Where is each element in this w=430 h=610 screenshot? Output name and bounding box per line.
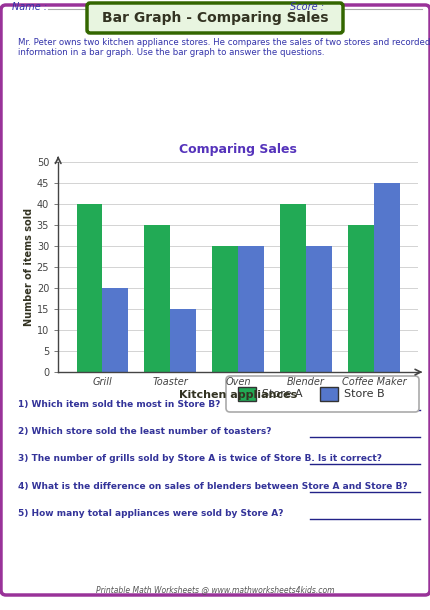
- Bar: [212, 246, 237, 372]
- FancyBboxPatch shape: [225, 376, 418, 412]
- Bar: [237, 246, 263, 372]
- Bar: [144, 224, 170, 372]
- Bar: [102, 288, 128, 372]
- Title: Comparing Sales: Comparing Sales: [179, 143, 296, 156]
- Bar: [170, 309, 196, 372]
- Text: information in a bar graph. Use the bar graph to answer the questions.: information in a bar graph. Use the bar …: [18, 48, 324, 57]
- Text: Name :: Name :: [12, 2, 50, 12]
- FancyBboxPatch shape: [237, 387, 255, 401]
- Y-axis label: Number of items sold: Number of items sold: [24, 208, 34, 326]
- Text: 4) What is the difference on sales of blenders between Store A and Store B?: 4) What is the difference on sales of bl…: [18, 482, 407, 491]
- Bar: [305, 246, 331, 372]
- Bar: [280, 204, 305, 372]
- FancyBboxPatch shape: [1, 5, 429, 595]
- Text: Printable Math Worksheets @ www.mathworksheets4kids.com: Printable Math Worksheets @ www.mathwork…: [95, 585, 334, 594]
- Text: 1) Which item sold the most in Store B?: 1) Which item sold the most in Store B?: [18, 400, 220, 409]
- FancyBboxPatch shape: [87, 3, 342, 33]
- Text: 2) Which store sold the least number of toasters?: 2) Which store sold the least number of …: [18, 427, 271, 436]
- Text: Store B: Store B: [343, 389, 384, 399]
- Text: Store A: Store A: [261, 389, 302, 399]
- Text: Score :: Score :: [289, 2, 326, 12]
- X-axis label: Kitchen appliances: Kitchen appliances: [178, 390, 297, 400]
- Text: 3) The number of grills sold by Store A is twice of Store B. Is it correct?: 3) The number of grills sold by Store A …: [18, 454, 381, 463]
- Text: Mr. Peter owns two kitchen appliance stores. He compares the sales of two stores: Mr. Peter owns two kitchen appliance sto…: [18, 38, 430, 47]
- FancyBboxPatch shape: [319, 387, 337, 401]
- Bar: [347, 224, 373, 372]
- Bar: [373, 183, 399, 372]
- Text: 5) How many total appliances were sold by Store A?: 5) How many total appliances were sold b…: [18, 509, 283, 518]
- Text: Bar Graph - Comparing Sales: Bar Graph - Comparing Sales: [101, 11, 328, 25]
- Bar: [77, 204, 102, 372]
